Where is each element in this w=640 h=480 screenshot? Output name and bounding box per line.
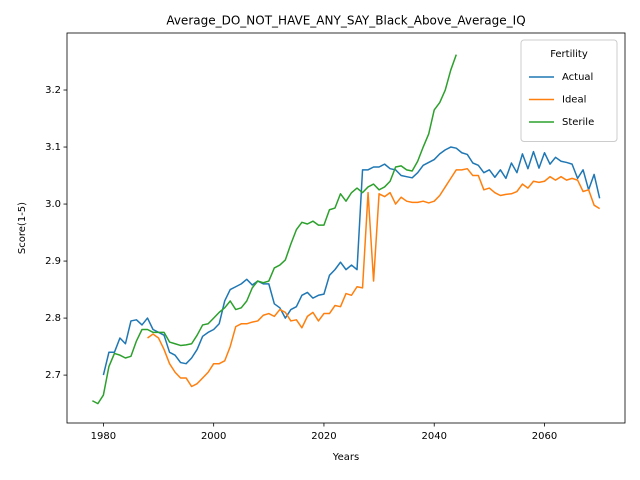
x-tick-label: 2040 (421, 431, 446, 442)
legend-label: Actual (562, 72, 593, 83)
y-tick-label: 3.1 (45, 142, 61, 153)
y-tick-label: 2.7 (45, 370, 61, 381)
y-tick-label: 3.0 (45, 199, 61, 210)
y-tick-label: 2.8 (45, 313, 61, 324)
x-tick-label: 2000 (201, 431, 226, 442)
x-tick-label: 2060 (532, 431, 557, 442)
y-tick-label: 2.9 (45, 256, 61, 267)
legend-box (520, 39, 618, 142)
legend-title: Fertility (550, 49, 588, 60)
series-line (92, 54, 457, 405)
y-axis-label: Score(1-5) (17, 202, 28, 254)
x-tick-label: 2020 (311, 431, 336, 442)
x-tick-label: 1980 (91, 431, 116, 442)
legend-label: Ideal (562, 95, 586, 106)
legend-label: Sterile (562, 117, 594, 128)
chart-title: Average_DO_NOT_HAVE_ANY_SAY_Black_Above_… (166, 14, 525, 28)
legend: Fertility Actual Ideal Sterile (520, 39, 618, 142)
axes-frame (66, 32, 626, 424)
series-line (102, 146, 601, 376)
y-tick-label: 3.2 (45, 85, 61, 96)
plot-area (92, 54, 601, 405)
series-line (147, 167, 601, 388)
x-axis-label: Years (332, 452, 359, 463)
